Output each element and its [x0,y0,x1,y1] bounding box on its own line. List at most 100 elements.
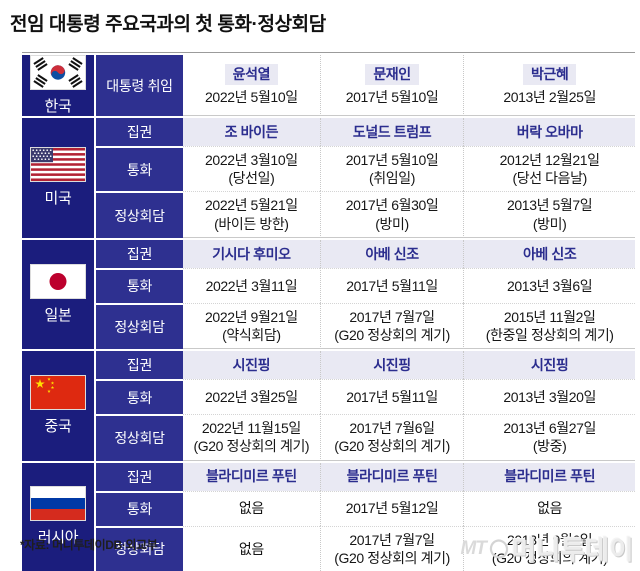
country-cell-japan: 일본 [22,239,94,350]
date-value: 2013년 2월25일 [503,88,596,105]
date-value: 2013년 3월6일 [507,277,593,294]
russia-flag-icon [30,486,86,522]
leader-name: 블라디미르 푸틴 [346,468,438,485]
logo-mt-text: MT [460,537,486,559]
row-header-summit: 정상회담 [96,525,183,571]
usa-flag-icon [30,147,86,183]
leader-name: 아베 신조 [522,245,577,262]
date-value: 없음 [537,500,563,517]
page-title: 전임 대통령 주요국과의 첫 통화·정상회담 [10,14,326,35]
leader-name: 조 바이든 [224,123,279,140]
table-cell: 문재인 2017년 5월10일 [319,55,464,116]
table-cell: 2022년 3월11일 [183,267,320,303]
section-korea: 한국 대통령 취임 윤석열 2022년 5월10일 문재인 2017년 5월10… [22,55,635,116]
president-name: 박근혜 [522,64,577,85]
date-value: 2013년 5월7일 [507,197,593,214]
date-note: (한중일 정상회의 계기) [485,326,614,343]
table-cell: 2012년 12월21일 (당선 다음날) [463,146,635,192]
table-cell: 2017년 5월11일 [319,379,464,415]
date-note: (방중) [532,438,567,455]
table-cell: 박근혜 2013년 2월25일 [463,55,635,116]
table-cell: 2017년 6월30일 (방미) [319,191,464,238]
date-note: (G20 정상회의 계기) [334,549,450,566]
country-label: 미국 [44,190,72,208]
row-header-leader: 집권 [96,351,183,380]
date-value: 2017년 5월12일 [345,500,439,517]
date-value: 없음 [238,500,264,517]
country-cell-korea: 한국 [22,55,94,116]
leader-name: 기시다 후미오 [212,245,291,262]
date-note: (G20 정상회의 계기) [334,326,450,343]
row-header-summit: 정상회담 [96,414,183,461]
korea-flag-icon [30,55,86,90]
date-value: 없음 [238,540,264,557]
country-cell-usa: 미국 [22,118,94,238]
leader-cell: 아베 신조 [463,239,635,268]
table-cell: 2017년 7월7일 (G20 정상회의 계기) [319,525,464,571]
table-cell: 없음 [183,525,320,571]
country-label: 중국 [44,418,72,436]
row-header-summit: 정상회담 [96,302,183,350]
logo-circle-icon [489,538,509,559]
date-value: 2013년 6월27일 [503,420,596,437]
date-value: 2022년 11월15일 [201,420,301,437]
table-cell: 2013년 9월6일 (G20 정상회의 계기) [463,525,635,571]
leader-name: 시진핑 [530,357,569,374]
table-cell: 2017년 5월12일 [319,490,464,526]
date-value: 2017년 7월7일 [349,531,435,548]
date-value: 2022년 3월11일 [205,277,298,294]
row-header-summit: 정상회담 [96,191,183,238]
table-cell: 2013년 6월27일 (방중) [463,414,635,461]
table-cell: 2017년 7월7일 (G20 정상회의 계기) [319,302,464,350]
table-cell: 2022년 5월21일 (바이든 방한) [183,191,320,238]
president-name: 윤석열 [224,64,279,85]
table-cell: 2022년 3월10일 (당선일) [183,146,320,191]
leader-name: 버락 오바마 [516,123,583,140]
leader-cell: 시진핑 [183,351,320,380]
date-value: 2015년 11월2일 [503,308,596,325]
country-cell-china: 중국 [22,351,94,461]
moneytoday-logo: MT 머니투데이 [460,530,634,567]
president-name: 문재인 [365,64,419,85]
table-cell: 2015년 11월2일 (한중일 정상회의 계기) [463,302,635,350]
country-label: 일본 [44,306,72,324]
row-header-inauguration: 대통령 취임 [96,55,183,116]
date-value: 2012년 12월21일 [499,152,600,168]
leader-cell: 버락 오바마 [463,118,635,146]
logo-name-text: 머니투데이 [511,535,634,565]
section-russia: 러시아 집권 블라디미르 푸틴 블라디미르 푸틴 블라디미르 푸틴 통화 없음 … [22,462,635,571]
date-value: 2022년 3월10일 [205,152,298,168]
date-note: (약식회담) [222,326,281,343]
date-note: (방미) [532,215,567,232]
date-note: (G20 정상회의 계기) [193,438,310,455]
date-value: 2017년 7월7일 [349,308,435,325]
date-note: (취임일) [369,170,416,187]
country-cell-russia: 러시아 [22,462,94,571]
date-value: 2013년 9월6일 [507,531,593,548]
date-note: (G20 정상회의 계기) [334,438,450,455]
row-header-leader: 집권 [96,239,183,268]
source-note: *자료: 머니투데이DB·외교부 [20,538,158,552]
table-cell: 2017년 5월11일 [319,267,464,303]
leader-cell: 시진핑 [319,351,464,380]
table-cell: 없음 [463,490,635,526]
section-japan: 일본 집권 기시다 후미오 아베 신조 아베 신조 통화 2022년 3월11일… [22,239,635,350]
table-cell: 2022년 11월15일 (G20 정상회의 계기) [183,414,320,461]
leader-name: 시진핑 [373,357,411,374]
date-value: 2022년 3월25일 [205,389,298,406]
table-cell: 2017년 7월6일 (G20 정상회의 계기) [319,414,464,461]
row-header-call: 통화 [96,379,183,415]
date-value: 2017년 5월10일 [345,88,439,105]
leader-cell: 블라디미르 푸틴 [463,462,635,491]
date-note: (당선일) [228,170,275,187]
country-label: 러시아 [37,529,79,547]
date-value: 2017년 6월30일 [345,197,439,214]
leader-cell: 조 바이든 [183,118,320,146]
row-header-call: 통화 [96,267,183,303]
leader-cell: 시진핑 [463,351,635,380]
date-value: 2022년 5월21일 [205,197,298,214]
date-note: (바이든 방한) [214,215,289,232]
section-usa: 미국 집권 조 바이든 도널드 트럼프 버락 오바마 통화 2022년 3월10… [22,118,635,238]
leader-cell: 블라디미르 푸틴 [319,462,464,491]
